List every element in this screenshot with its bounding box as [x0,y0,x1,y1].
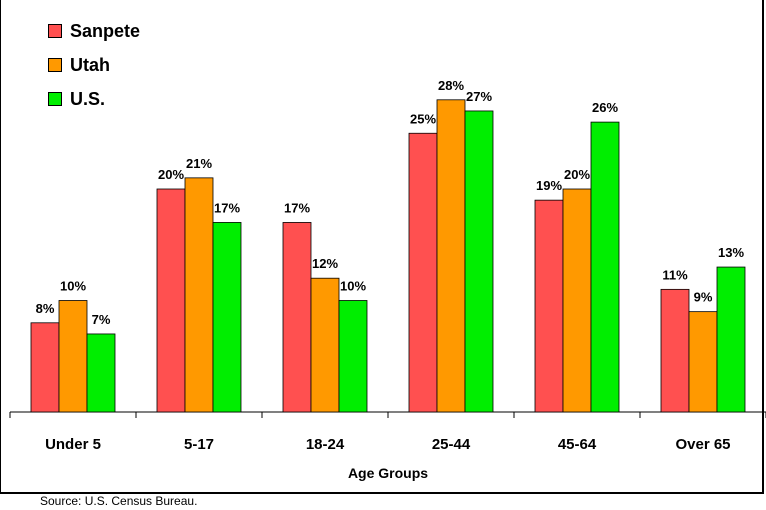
data-label: 11% [662,267,688,282]
legend-swatch-utah [48,58,62,72]
legend-item-us: U.S. [48,82,140,116]
category-labels-group: Under 5 5-17 18-24 25-44 45-64 Over 65 [45,436,730,453]
data-labels-group: 8%10%7%20%21%17% 17%12%10%25%28%27%19%20%… [36,78,745,327]
data-label: 12% [312,256,338,271]
bar-us-4 [590,121,620,413]
bar-sanpete-0 [30,322,60,413]
data-label: 9% [694,290,713,305]
bar-sanpete-2 [282,222,312,413]
chart-frame [0,0,764,494]
legend-swatch-us [48,92,62,106]
bar-us-0 [86,333,116,413]
bar-chart: 8%10%7%20%21%17% 17%12%10%25%28%27%19%20%… [9,78,766,481]
data-label: 21% [186,156,212,171]
category-label: 45-64 [558,436,597,453]
data-label: 26% [592,100,618,115]
category-label: 5-17 [184,436,214,453]
bar-utah-0 [58,300,88,413]
category-label: 25-44 [432,436,471,453]
bar-us-2 [338,300,368,413]
category-label: 18-24 [306,436,345,453]
data-label: 10% [60,279,86,294]
category-label: Over 65 [675,436,730,453]
data-label: 28% [438,78,464,93]
bars-group [30,99,746,413]
bar-utah-5 [688,311,718,413]
data-label: 10% [340,279,366,294]
bar-sanpete-3 [408,132,438,413]
bar-utah-3 [436,99,466,413]
legend-item-utah: Utah [48,48,140,82]
bar-sanpete-1 [156,188,186,413]
bar-utah-1 [184,177,214,413]
bar-utah-2 [310,277,340,413]
bar-sanpete-5 [660,288,690,413]
legend: Sanpete Utah U.S. [48,14,140,116]
data-label: 8% [36,301,55,316]
data-label: 20% [158,167,184,182]
source-note: Source: U.S. Census Bureau. [40,494,198,508]
data-label: 25% [410,111,436,126]
bar-us-3 [464,110,494,413]
data-label: 7% [92,312,111,327]
legend-item-sanpete: Sanpete [48,14,140,48]
x-axis-title: Age Groups [348,465,428,481]
bar-us-1 [212,222,242,413]
legend-label-sanpete: Sanpete [70,20,141,41]
data-label: 19% [536,178,562,193]
bar-utah-4 [562,188,592,413]
data-label: 17% [284,200,310,215]
legend-swatch-sanpete [48,24,62,38]
data-label: 20% [564,167,590,182]
bar-us-5 [716,266,746,413]
data-label: 17% [214,200,240,215]
legend-label-us: U.S. [70,88,106,109]
data-label: 13% [718,245,744,260]
x-axis-ticks [9,412,766,418]
data-label: 27% [466,89,492,104]
legend-label-utah: Utah [70,54,110,75]
category-label: Under 5 [45,436,101,453]
bar-sanpete-4 [534,199,564,413]
